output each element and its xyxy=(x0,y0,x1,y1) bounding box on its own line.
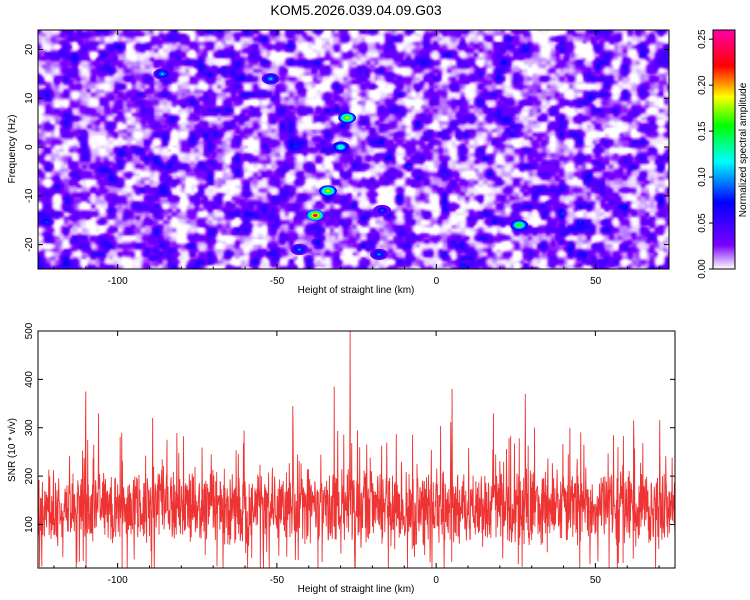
top-yticks-label-1: -10 xyxy=(24,188,35,203)
hotspot-2-core xyxy=(345,116,349,119)
spectrogram-y-ticks: -20 -10 0 10 20 xyxy=(24,44,669,252)
bot-yticks-label-1: 200 xyxy=(24,467,35,484)
bot-yticks-label-3: 400 xyxy=(24,371,35,388)
snr-frame-bg xyxy=(38,331,675,568)
bot-xticks-label-2: 0 xyxy=(433,575,439,586)
colorbar-ticks: 0.00 0.05 0.10 0.15 0.20 0.25 xyxy=(697,29,713,279)
top-xticks-label-1: -50 xyxy=(270,276,285,287)
hotspot-3-core xyxy=(339,146,343,149)
hotspot-4-core xyxy=(517,224,521,227)
snr-x-ticks: -100 -50 0 50 xyxy=(53,331,660,586)
hotspot-0-core xyxy=(313,214,317,217)
top-yticks-label-4: 20 xyxy=(24,44,35,56)
spectrogram-frame xyxy=(37,29,670,270)
snr-series-line xyxy=(38,331,675,568)
spectrogram-x-ticks: -100 -50 0 50 xyxy=(53,30,660,287)
top-yticks-label-2: 0 xyxy=(24,144,35,150)
colorbar: 0.00 0.05 0.10 0.15 0.20 0.25 Normalized spec… xyxy=(697,29,749,279)
figure-title: KOM5.2026.039.04.09.G03 xyxy=(270,2,441,18)
bot-yticks-label-0: 100 xyxy=(24,516,35,533)
colorbar-label: Normalized spectral amplitude xyxy=(738,82,749,217)
top-xticks-label-3: 50 xyxy=(590,276,602,287)
colorbar-tick-label-2: 0.10 xyxy=(697,167,708,187)
top-yticks-label-3: 10 xyxy=(24,92,35,104)
colorbar-tick-label-3: 0.15 xyxy=(697,121,708,141)
colorbar-tick-label-4: 0.20 xyxy=(697,75,708,95)
snr-ylabel: SNR (10 * v/v) xyxy=(7,418,18,482)
snr-panel: -100 -50 0 50 100 200 300 400 500 Height of str… xyxy=(7,322,676,595)
spectrogram-xlabel: Height of straight line (km) xyxy=(298,285,415,296)
top-xticks-label-0: -100 xyxy=(108,276,128,287)
spectrogram-hotspots xyxy=(153,68,529,260)
hotspot-6-core xyxy=(269,77,273,80)
hotspot-5-core xyxy=(160,72,164,75)
hotspot-1-core xyxy=(326,189,330,192)
bot-yticks-label-4: 500 xyxy=(24,322,35,339)
snr-y-ticks: 100 200 300 400 500 xyxy=(24,322,675,533)
bot-xticks-label-0: -100 xyxy=(108,575,128,586)
colorbar-gradient xyxy=(712,29,736,270)
hotspot-8-core xyxy=(297,248,301,251)
top-xticks-label-2: 0 xyxy=(434,276,440,287)
bot-xticks-label-1: -50 xyxy=(270,575,285,586)
hotspot-7-core xyxy=(380,209,384,212)
colorbar-tick-label-1: 0.05 xyxy=(697,213,708,233)
hotspot-9-core xyxy=(377,253,381,256)
colorbar-tick-label-5: 0.25 xyxy=(697,29,708,49)
snr-frame xyxy=(37,330,676,569)
spectrogram-image xyxy=(38,30,669,269)
colorbar-tick-label-0: 0.00 xyxy=(697,259,708,279)
top-yticks-label-0: -20 xyxy=(24,237,35,252)
spectrogram-ylabel: Frequency (Hz) xyxy=(7,115,18,184)
snr-xlabel: Height of straight line (km) xyxy=(298,584,415,595)
bot-yticks-label-2: 300 xyxy=(24,419,35,436)
bot-xticks-label-3: 50 xyxy=(590,575,602,586)
